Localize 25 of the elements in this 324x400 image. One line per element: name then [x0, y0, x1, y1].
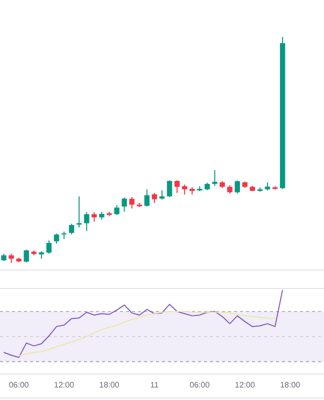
candlestick — [182, 184, 188, 196]
candlestick — [92, 212, 97, 222]
candlestick — [129, 196, 134, 210]
candlestick — [152, 192, 158, 204]
candlestick — [234, 180, 240, 194]
candlestick — [212, 170, 218, 186]
x-tick-label: 18:00 — [99, 380, 120, 390]
candlestick — [122, 196, 127, 212]
x-tick-label: 06:00 — [190, 380, 210, 390]
x-tick-label: 12:00 — [54, 380, 75, 390]
x-tick-label: 06:00 — [8, 380, 30, 390]
candlestick — [46, 240, 52, 254]
x-tick-label: 18:00 — [280, 380, 301, 390]
candlestick — [76, 196, 82, 228]
candlestick — [174, 180, 180, 194]
candlestick — [144, 188, 150, 207]
candlestick — [166, 180, 172, 198]
candlestick — [8, 253, 14, 264]
x-tick-label: 12:00 — [234, 380, 256, 390]
candlestick — [54, 233, 60, 244]
x-tick-label: 11 — [150, 380, 160, 390]
candlestick — [84, 212, 90, 232]
candlestick — [114, 204, 120, 216]
candlestick — [68, 223, 74, 235]
candlestick — [24, 249, 29, 263]
